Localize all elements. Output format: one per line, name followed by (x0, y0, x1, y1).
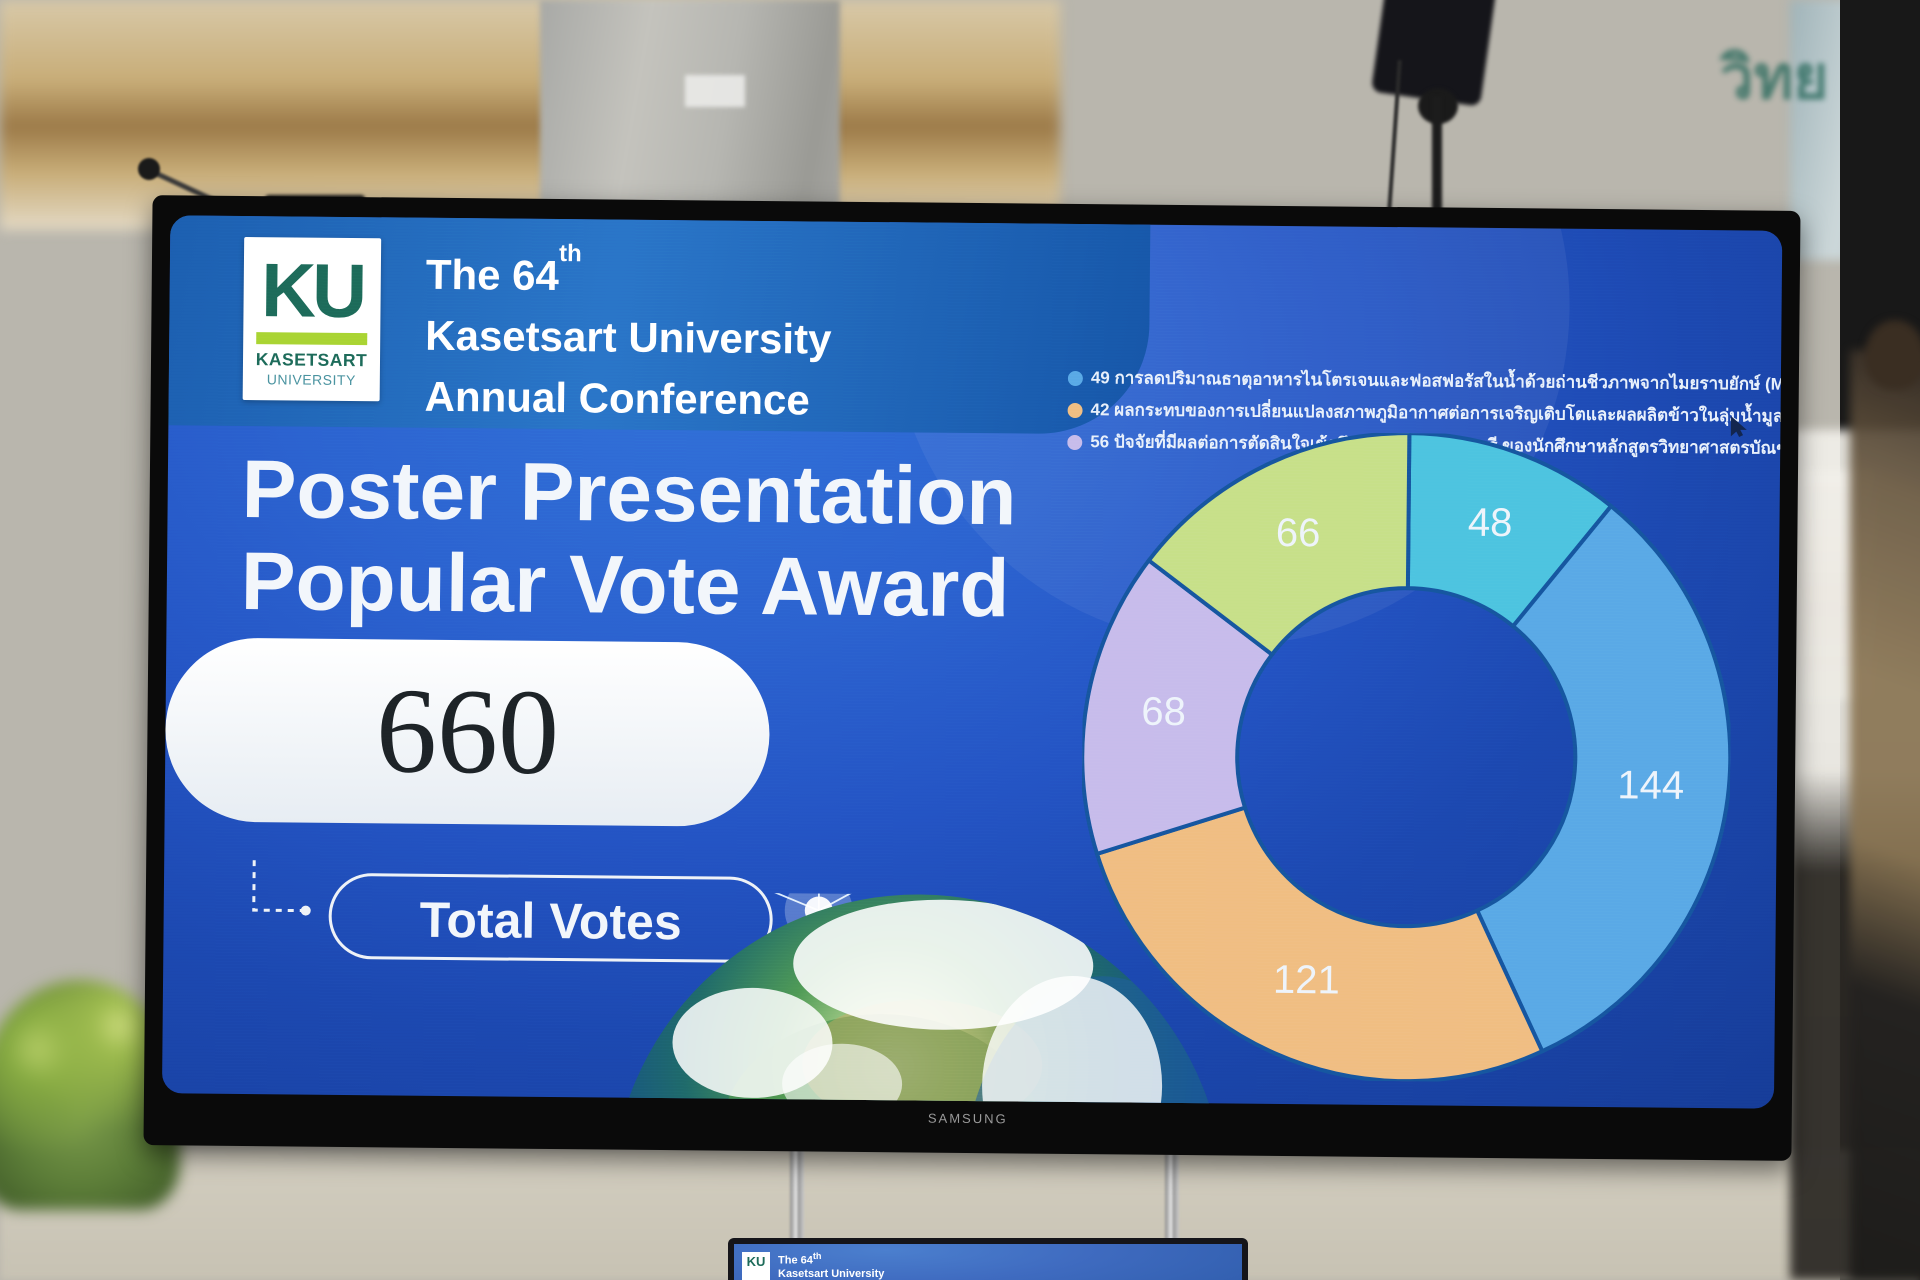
svg-text:121: 121 (1273, 958, 1340, 1003)
svg-text:48: 48 (1468, 501, 1513, 545)
svg-text:68: 68 (1141, 690, 1186, 734)
svg-text:66: 66 (1276, 511, 1321, 555)
svg-text:144: 144 (1617, 763, 1684, 808)
